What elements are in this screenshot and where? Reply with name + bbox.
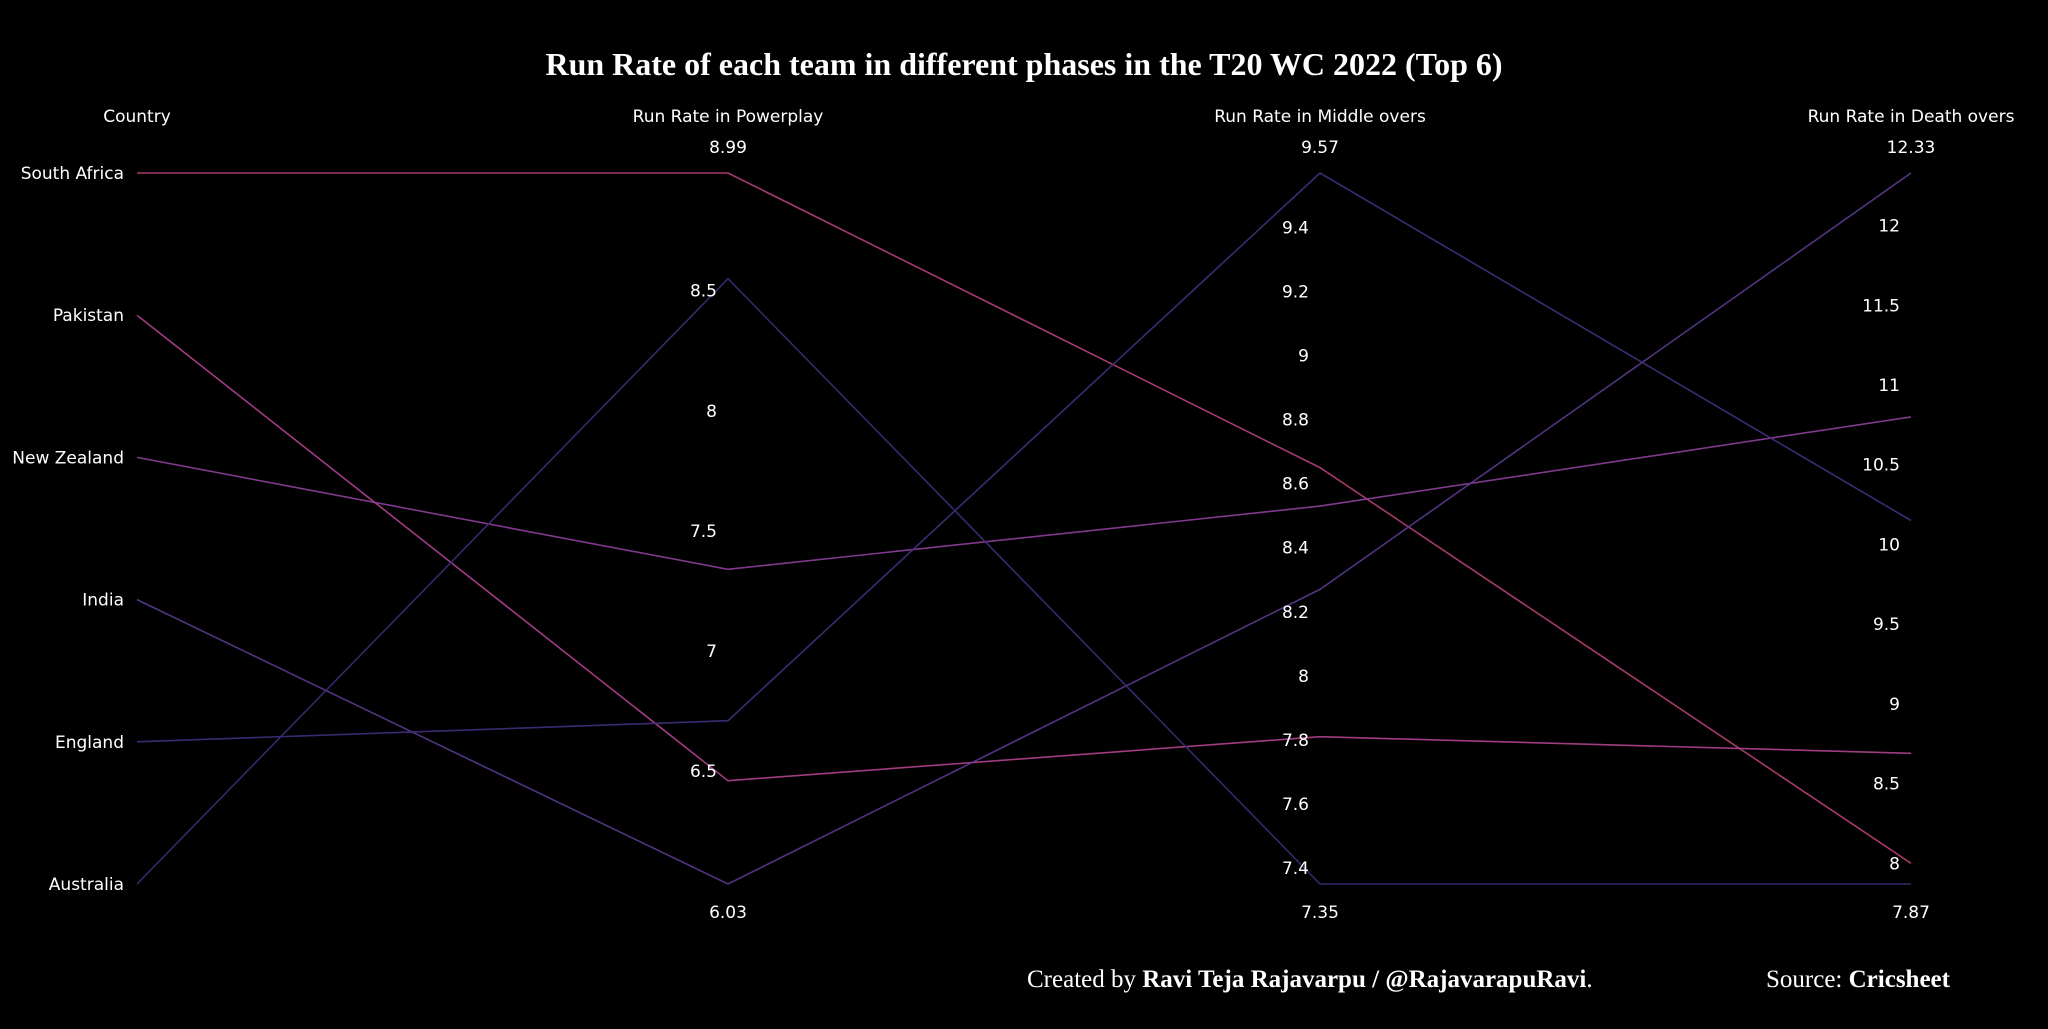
- tick-label: 12: [1878, 217, 1900, 237]
- axis-label-death: Run Rate in Death overs: [1808, 107, 2015, 127]
- footer-source-prefix: Source:: [1766, 966, 1849, 993]
- series-lines: [136, 172, 1912, 885]
- category-label: Pakistan: [53, 306, 124, 326]
- axis-label-middle: Run Rate in Middle overs: [1214, 107, 1426, 127]
- tick-label: 7.6: [1282, 795, 1309, 815]
- tick-label: 9: [1298, 347, 1309, 367]
- tick-label: 8.5: [1873, 775, 1900, 795]
- tick-label: 11.5: [1862, 296, 1900, 316]
- tick-label: 10: [1878, 535, 1900, 555]
- tick-label: 7.87: [1892, 903, 1930, 923]
- tick-label: 9.2: [1282, 283, 1309, 303]
- tick-label: 9: [1889, 695, 1900, 715]
- tick-label: 8.6: [1282, 475, 1309, 495]
- category-label: England: [55, 733, 124, 753]
- series-line-england: [136, 172, 1912, 743]
- footer-source: Source: Cricsheet: [1766, 966, 1951, 993]
- tick-label: 8.8: [1282, 411, 1309, 431]
- category-label: India: [82, 591, 124, 611]
- tick-label: 7.4: [1282, 859, 1309, 879]
- footer-source-name: Cricsheet: [1849, 966, 1951, 993]
- tick-label: 10.5: [1862, 456, 1900, 476]
- category-label: Australia: [49, 875, 124, 895]
- footer-created-prefix: Created by: [1027, 966, 1142, 993]
- tick-label: 6.03: [709, 903, 747, 923]
- axes: Country South Africa Pakistan New Zealand In…: [12, 107, 2014, 923]
- tick-label: 7.5: [690, 522, 717, 542]
- tick-label: 7.8: [1282, 731, 1309, 751]
- tick-label: 8: [1889, 854, 1900, 874]
- tick-label: 8.4: [1282, 539, 1309, 559]
- series-line-new-zealand: [136, 416, 1912, 571]
- footer-author: Ravi Teja Rajavarpu / @RajavarapuRavi: [1142, 966, 1586, 993]
- tick-label: 9.4: [1282, 218, 1309, 238]
- axis-label-powerplay: Run Rate in Powerplay: [633, 107, 824, 127]
- tick-label: 7: [706, 642, 717, 662]
- footer-credit: Created by Ravi Teja Rajavarpu / @Rajava…: [1027, 966, 1593, 993]
- tick-label: 8.99: [709, 138, 747, 158]
- tick-label: 8: [706, 402, 717, 422]
- axis-label-country: Country: [103, 107, 171, 127]
- tick-label: 9.5: [1873, 615, 1900, 635]
- footer-period: .: [1586, 966, 1592, 993]
- tick-label: 7.35: [1301, 903, 1339, 923]
- tick-label: 8: [1298, 667, 1309, 687]
- tick-label: 8.5: [690, 282, 717, 302]
- tick-label: 12.33: [1887, 138, 1936, 158]
- tick-label: 9.57: [1301, 138, 1339, 158]
- tick-label: 8.2: [1282, 603, 1309, 623]
- series-line-india: [136, 172, 1912, 885]
- category-label: New Zealand: [12, 448, 124, 468]
- tick-label: 6.5: [690, 762, 717, 782]
- category-label: South Africa: [21, 164, 124, 184]
- series-line-south-africa: [137, 172, 1912, 864]
- series-line-pakistan: [136, 314, 1912, 782]
- chart-title: Run Rate of each team in different phase…: [545, 46, 1502, 82]
- tick-label: 11: [1878, 376, 1900, 396]
- series-line-australia: [136, 277, 1911, 885]
